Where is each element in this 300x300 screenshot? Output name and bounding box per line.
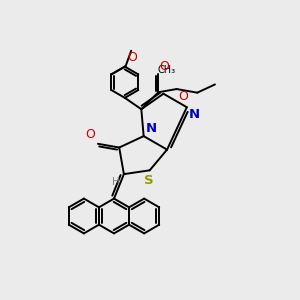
Text: O: O: [85, 128, 95, 141]
Text: S: S: [144, 174, 153, 187]
Text: O: O: [127, 51, 137, 64]
Text: O: O: [160, 60, 170, 73]
Text: CH₃: CH₃: [158, 64, 176, 74]
Text: N: N: [189, 108, 200, 122]
Text: H: H: [112, 176, 120, 187]
Text: O: O: [178, 90, 188, 103]
Text: N: N: [146, 122, 157, 135]
